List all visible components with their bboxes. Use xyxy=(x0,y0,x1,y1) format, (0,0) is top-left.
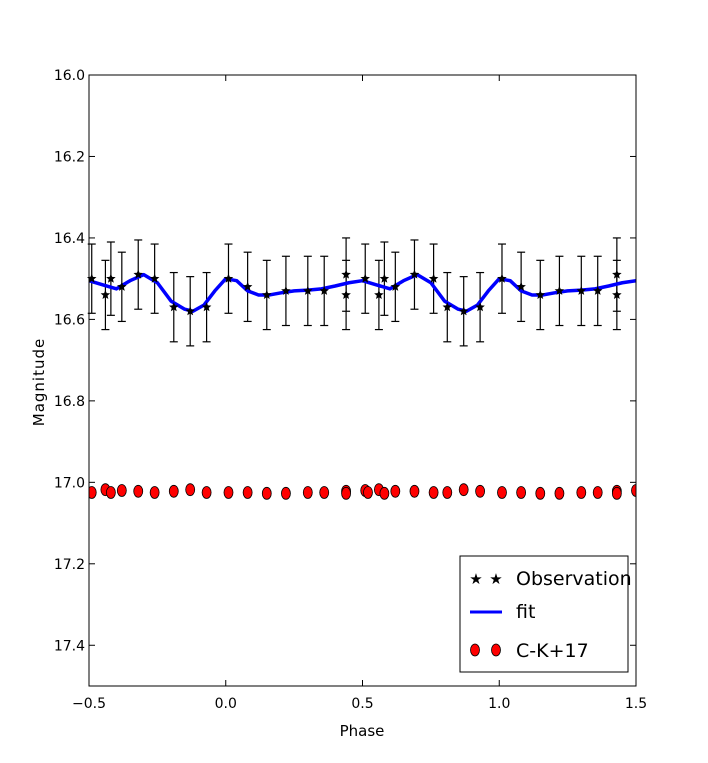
ck17-point xyxy=(281,486,291,500)
observation-point xyxy=(201,302,212,312)
observation-point xyxy=(133,269,143,279)
y-tick-label: 16.0 xyxy=(54,68,85,84)
observation-point xyxy=(223,273,234,283)
ck17-point xyxy=(89,486,97,499)
ck17-point xyxy=(576,486,587,499)
legend-box xyxy=(459,555,629,673)
legend-label-fit: fit xyxy=(516,601,535,623)
observation-point xyxy=(185,306,195,316)
ck17-point xyxy=(379,486,390,500)
ck17-point xyxy=(116,484,127,497)
ck17-point xyxy=(168,484,179,498)
ck17-point xyxy=(497,486,507,499)
observation-point xyxy=(360,273,370,283)
ck17-point xyxy=(428,486,439,499)
axis-ticks: −0.5 0.0 0.5 1.0 1.5 16.0 16.2 16.4 16.6 16.8 17.0… xyxy=(54,68,647,712)
observation-point xyxy=(341,289,351,300)
legend: ★ ★ Observation fit C-K+17 xyxy=(459,555,632,673)
ck17-point xyxy=(185,483,196,497)
observation-point xyxy=(390,281,401,291)
observation-point xyxy=(303,285,313,295)
y-tick-label: 17.2 xyxy=(54,557,85,573)
x-tick-label: 1.5 xyxy=(625,696,647,712)
x-axis-label: Phase xyxy=(340,722,385,740)
ck17-point xyxy=(631,484,636,497)
ck17-point xyxy=(363,486,373,499)
y-tick-label: 16.6 xyxy=(54,312,85,328)
legend-label-observation: Observation xyxy=(516,568,632,590)
ck17-point xyxy=(223,486,234,499)
legend-star-marker: ★ xyxy=(469,570,482,588)
y-tick-label: 16.8 xyxy=(54,394,85,410)
observation-point xyxy=(497,273,507,283)
x-tick-label: 0.0 xyxy=(215,696,237,712)
y-tick-label: 16.4 xyxy=(54,231,85,247)
observation-point xyxy=(86,273,97,283)
ck17-point xyxy=(319,486,330,499)
ck17-point xyxy=(133,484,144,498)
observation-point xyxy=(535,289,546,300)
ck17-point xyxy=(409,484,420,498)
x-tick-label: 1.0 xyxy=(488,696,510,712)
ck17-point xyxy=(201,486,212,499)
observation-point xyxy=(100,289,111,300)
observation-point xyxy=(442,302,453,312)
observation-point xyxy=(374,289,384,300)
x-tick-label: 0.5 xyxy=(351,696,373,712)
ck17-point xyxy=(475,484,486,498)
observation-point xyxy=(612,269,622,279)
ck17-point xyxy=(554,486,565,500)
ck17-series xyxy=(89,483,636,500)
y-tick-label: 17.0 xyxy=(54,475,85,491)
observation-point xyxy=(516,281,526,291)
ck17-point xyxy=(458,483,469,497)
observation-point xyxy=(262,289,272,300)
legend-circle-marker xyxy=(470,643,480,657)
observation-point xyxy=(475,302,485,312)
ck17-point xyxy=(261,486,272,500)
ck17-point xyxy=(516,486,527,499)
legend-entry-observation: ★ ★ Observation xyxy=(469,568,631,590)
x-tick-label: −0.5 xyxy=(72,696,106,712)
observation-point xyxy=(592,285,603,295)
ck17-point xyxy=(611,486,622,500)
ck17-point xyxy=(442,486,453,499)
observation-point xyxy=(341,269,351,279)
plot-area xyxy=(86,237,637,500)
legend-label-ck17: C-K+17 xyxy=(516,640,589,662)
y-tick-label: 16.2 xyxy=(54,149,85,165)
ck17-point xyxy=(105,486,116,499)
y-tick-label: 17.4 xyxy=(54,638,85,654)
observation-point xyxy=(576,285,587,295)
observation-point xyxy=(169,302,179,312)
observation-point xyxy=(319,285,329,295)
observation-point xyxy=(281,285,291,295)
observation-point xyxy=(458,306,469,316)
observation-point xyxy=(428,273,439,283)
legend-star-marker: ★ xyxy=(489,570,502,588)
ck17-point xyxy=(242,486,253,499)
ck17-point xyxy=(592,486,603,499)
legend-circle-marker xyxy=(491,643,501,657)
observation-point xyxy=(612,289,622,300)
ck17-point xyxy=(302,486,313,499)
observation-point xyxy=(149,273,160,283)
observation-point xyxy=(409,269,420,279)
ck17-point xyxy=(341,486,351,500)
observation-point xyxy=(242,281,253,291)
ck17-point xyxy=(535,486,546,500)
ck17-point xyxy=(149,486,160,499)
observation-point xyxy=(106,273,116,283)
ck17-point xyxy=(390,484,401,498)
y-axis-label: Magnitude xyxy=(30,338,48,426)
legend-entry-fit: fit xyxy=(470,601,535,623)
observation-point xyxy=(117,281,127,291)
observation-point xyxy=(379,273,390,283)
legend-entry-ck17: C-K+17 xyxy=(470,640,589,662)
observation-point xyxy=(554,285,565,295)
